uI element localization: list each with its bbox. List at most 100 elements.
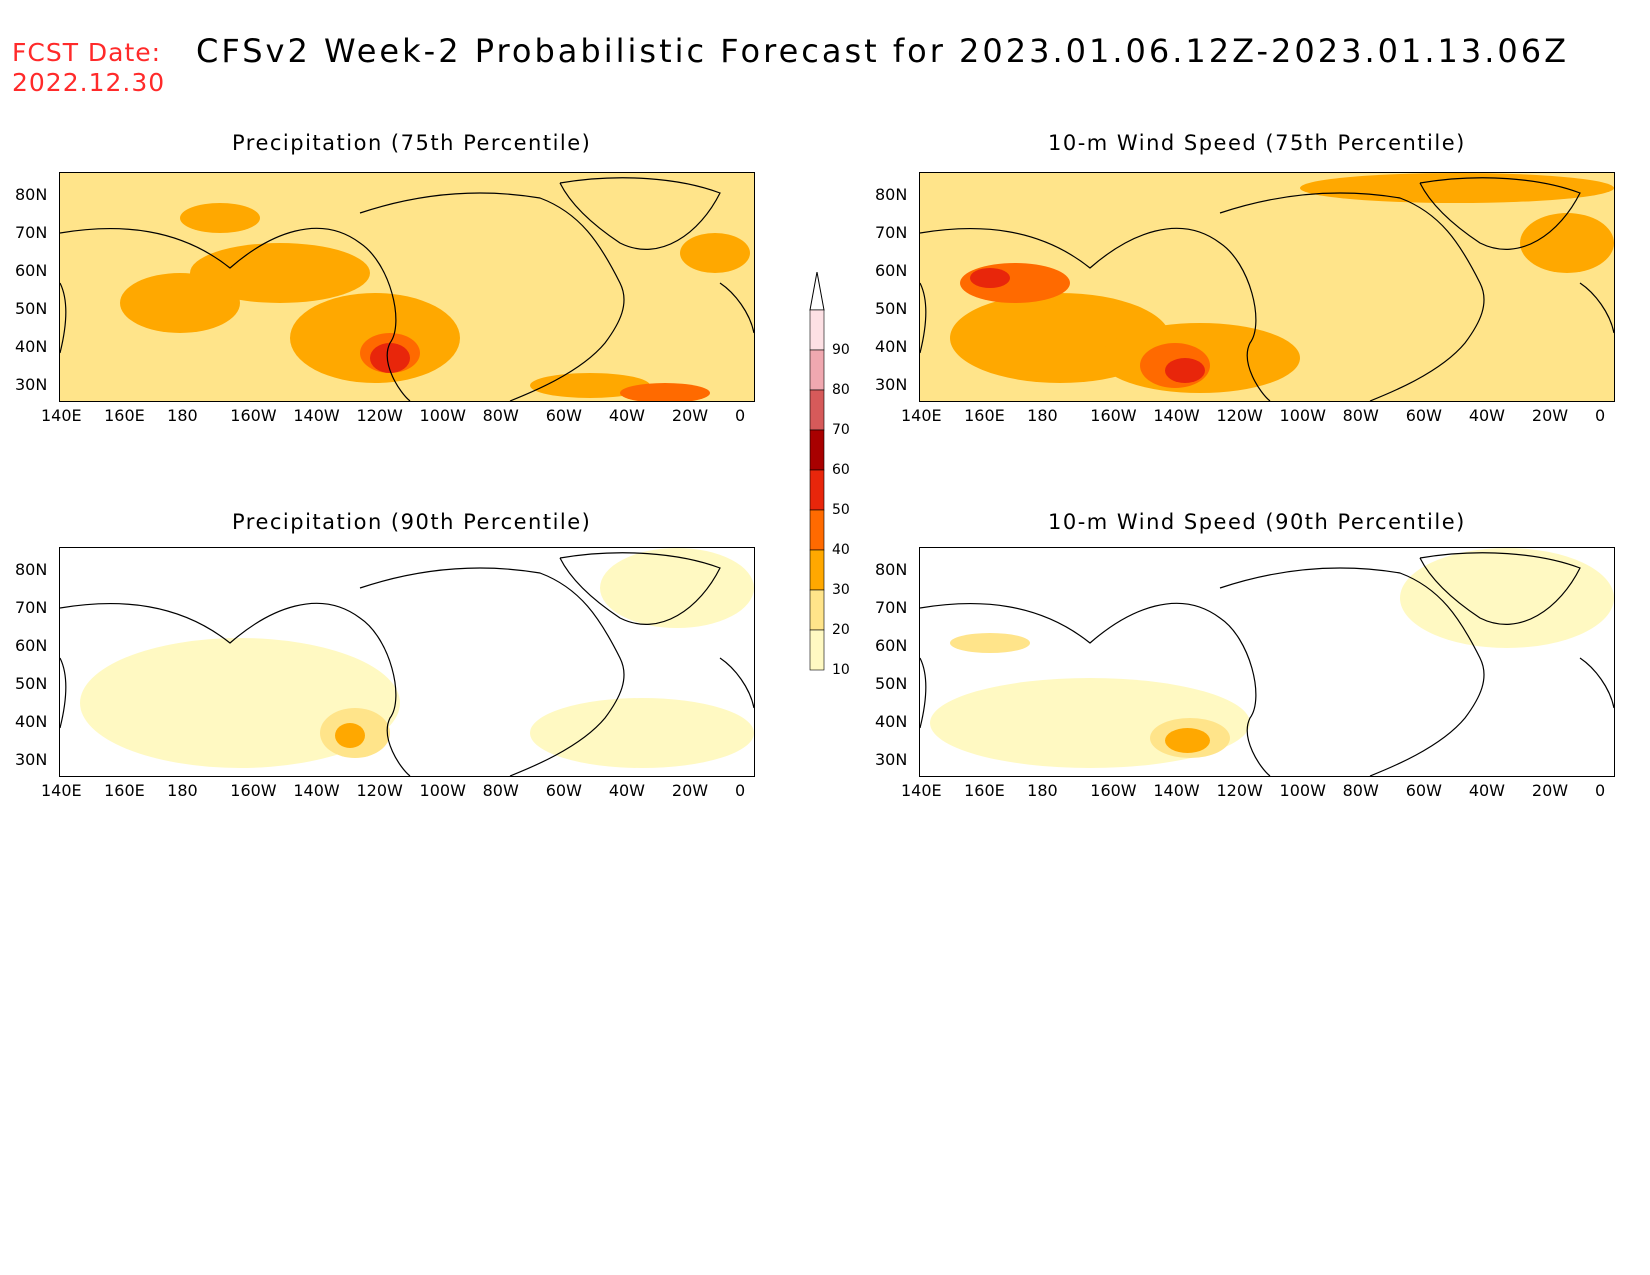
coastline xyxy=(1419,177,1581,250)
lat-label: 50N xyxy=(15,674,48,693)
lon-label: 20W xyxy=(1531,781,1569,800)
forecast-date-value: 2022.12.30 xyxy=(12,68,166,97)
lon-label: 60W xyxy=(545,781,582,800)
lon-label: 40W xyxy=(1468,781,1505,800)
coastline xyxy=(559,177,721,250)
coastline xyxy=(359,192,625,401)
lon-label: 0 xyxy=(735,781,746,800)
lon-label: 100W xyxy=(1279,406,1326,425)
lon-label: 80W xyxy=(1342,781,1379,800)
lon-label: 140E xyxy=(901,781,942,800)
forecast-date-label: FCST Date: xyxy=(12,38,162,67)
lat-label: 30N xyxy=(15,375,48,394)
lat-label: 30N xyxy=(15,750,48,769)
lon-label: 140W xyxy=(1153,406,1200,425)
coastline xyxy=(920,602,1271,776)
lon-label: 180 xyxy=(167,406,198,425)
wind-90-map xyxy=(919,547,1615,777)
lon-label: 60W xyxy=(1405,406,1442,425)
colorbar-swatch xyxy=(809,349,825,391)
panel-title-wind-90: 10-m Wind Speed (90th Percentile) xyxy=(1048,510,1466,534)
lon-label: 40W xyxy=(608,406,645,425)
map-shading xyxy=(920,173,1614,401)
coastline xyxy=(1419,552,1581,625)
panel-title-precip-75: Precipitation (75th Percentile) xyxy=(232,131,592,155)
probability-region xyxy=(1400,548,1614,648)
lat-label: 60N xyxy=(875,261,908,280)
lat-label: 40N xyxy=(15,712,48,731)
colorbar-level-label: 50 xyxy=(832,502,850,518)
lon-label: 60W xyxy=(1405,781,1442,800)
lon-label: 160E xyxy=(964,406,1005,425)
panel-title-wind-75: 10-m Wind Speed (75th Percentile) xyxy=(1048,131,1466,155)
coastline xyxy=(1579,657,1614,709)
coastline xyxy=(920,657,927,729)
lat-label: 40N xyxy=(15,337,48,356)
lon-label: 140W xyxy=(293,781,340,800)
probability-region xyxy=(190,243,370,303)
probability-region xyxy=(1165,728,1210,753)
lon-label: 100W xyxy=(1279,781,1326,800)
lat-label: 30N xyxy=(875,375,908,394)
probability-region xyxy=(1165,358,1205,383)
lon-label: 120W xyxy=(1216,406,1263,425)
lon-label: 80W xyxy=(482,406,519,425)
lon-label: 160E xyxy=(964,781,1005,800)
probability-region xyxy=(1300,173,1614,203)
forecast-date-block: FCST Date: 2022.12.30 xyxy=(12,38,165,98)
colorbar-swatch xyxy=(809,429,825,471)
lon-label: 0 xyxy=(1595,781,1606,800)
colorbar-level-label: 10 xyxy=(832,662,850,678)
lon-label: 100W xyxy=(419,406,466,425)
probability-region xyxy=(80,638,400,768)
colorbar-level-label: 90 xyxy=(832,342,850,358)
lat-label: 40N xyxy=(875,712,908,731)
colorbar-swatch xyxy=(809,589,825,631)
precip-90-map xyxy=(59,547,755,777)
map-shading xyxy=(60,548,754,776)
lat-label: 50N xyxy=(15,299,48,318)
probability-region xyxy=(1520,213,1614,273)
lon-label: 80W xyxy=(1342,406,1379,425)
colorbar-level-label: 70 xyxy=(832,422,850,438)
lat-label: 70N xyxy=(875,598,908,617)
lon-label: 120W xyxy=(1216,781,1263,800)
lon-label: 160W xyxy=(1090,406,1137,425)
lat-label: 60N xyxy=(875,636,908,655)
colorbar-swatch xyxy=(809,509,825,551)
lon-label: 160W xyxy=(230,781,277,800)
lon-label: 180 xyxy=(1027,406,1058,425)
map-shading xyxy=(60,173,754,401)
colorbar-swatch xyxy=(809,629,825,671)
probability-region xyxy=(600,548,754,628)
probability-region xyxy=(950,633,1030,653)
lon-label: 160W xyxy=(1090,781,1137,800)
coastline xyxy=(719,657,754,709)
lon-label: 20W xyxy=(671,781,709,800)
probability-region xyxy=(180,203,260,233)
precip-75-map xyxy=(59,172,755,402)
main-title: CFSv2 Week-2 Probabilistic Forecast for … xyxy=(196,32,1570,70)
lon-label: 120W xyxy=(356,781,403,800)
panel-title-precip-90: Precipitation (90th Percentile) xyxy=(232,510,592,534)
lon-label: 160E xyxy=(104,406,145,425)
map-shading xyxy=(920,548,1614,776)
lon-label: 140E xyxy=(41,406,82,425)
lat-label: 80N xyxy=(15,560,48,579)
lat-label: 30N xyxy=(875,750,908,769)
lat-label: 60N xyxy=(15,261,48,280)
lon-label: 180 xyxy=(1027,781,1058,800)
lon-label: 40W xyxy=(608,781,645,800)
lon-label: 0 xyxy=(1595,406,1606,425)
lon-label: 100W xyxy=(419,781,466,800)
coastline xyxy=(60,657,67,729)
lon-label: 80W xyxy=(482,781,519,800)
probability-region xyxy=(120,273,240,333)
colorbar-level-label: 30 xyxy=(832,582,850,598)
lat-label: 70N xyxy=(15,223,48,242)
lon-label: 140W xyxy=(293,406,340,425)
colorbar-level-label: 20 xyxy=(832,622,850,638)
colorbar-swatch xyxy=(809,389,825,431)
lat-label: 60N xyxy=(15,636,48,655)
lon-label: 160W xyxy=(230,406,277,425)
